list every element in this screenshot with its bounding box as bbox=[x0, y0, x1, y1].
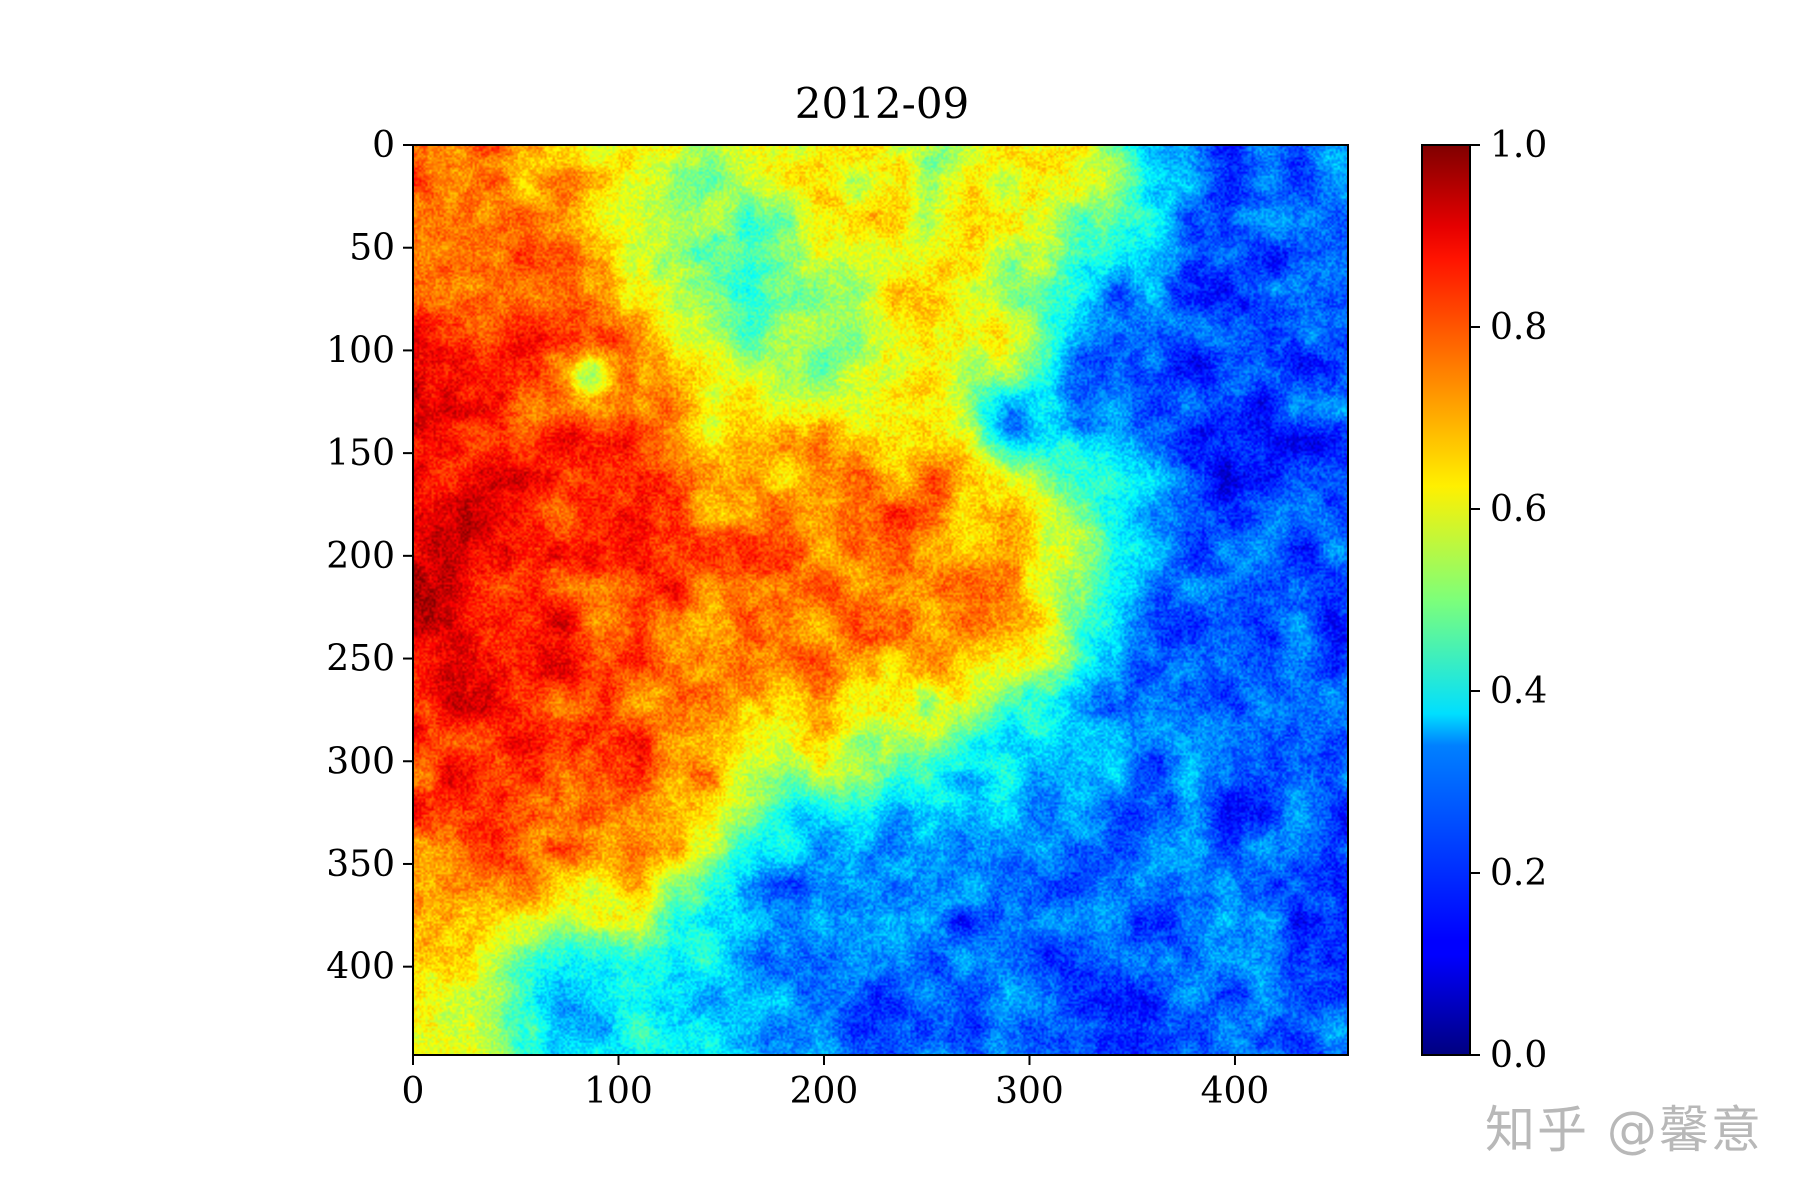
colorbar-axis: 0.0 0.2 0.4 0.6 0.8 1.0 bbox=[1470, 125, 1547, 1076]
y-tick-label: 250 bbox=[326, 639, 395, 680]
watermark-text: 知乎 @馨意 bbox=[1485, 1101, 1763, 1159]
x-tick-label: 400 bbox=[1201, 1071, 1270, 1112]
colorbar-tick-label: 1.0 bbox=[1490, 125, 1547, 166]
heatmap-image bbox=[413, 145, 1348, 1055]
y-tick-label: 0 bbox=[372, 125, 395, 166]
y-axis: 0 50 100 150 200 250 300 350 400 bbox=[326, 125, 413, 988]
y-tick-label: 400 bbox=[326, 947, 395, 988]
y-tick-label: 100 bbox=[326, 330, 395, 371]
colorbar-tick-label: 0.2 bbox=[1490, 853, 1547, 894]
colorbar-tick-label: 0.8 bbox=[1490, 307, 1547, 348]
colorbar-tick-label: 0.6 bbox=[1490, 489, 1547, 530]
x-tick-label: 100 bbox=[584, 1071, 653, 1112]
y-tick-label: 200 bbox=[326, 536, 395, 577]
y-tick-label: 150 bbox=[326, 433, 395, 474]
x-tick-label: 0 bbox=[402, 1071, 425, 1112]
heatmap bbox=[413, 145, 1348, 1055]
colorbar-tick-label: 0.4 bbox=[1490, 671, 1547, 712]
chart-title: 2012-09 bbox=[795, 79, 970, 128]
y-tick-label: 350 bbox=[326, 844, 395, 885]
colorbar bbox=[1421, 144, 1471, 1056]
x-axis: 0 100 200 300 400 bbox=[402, 1055, 1270, 1112]
colorbar-tick-label: 0.0 bbox=[1490, 1035, 1547, 1076]
x-tick-label: 300 bbox=[995, 1071, 1064, 1112]
y-tick-label: 50 bbox=[349, 228, 395, 269]
plot-frame bbox=[412, 144, 1349, 1056]
x-tick-label: 200 bbox=[790, 1071, 859, 1112]
y-tick-label: 300 bbox=[326, 741, 395, 782]
